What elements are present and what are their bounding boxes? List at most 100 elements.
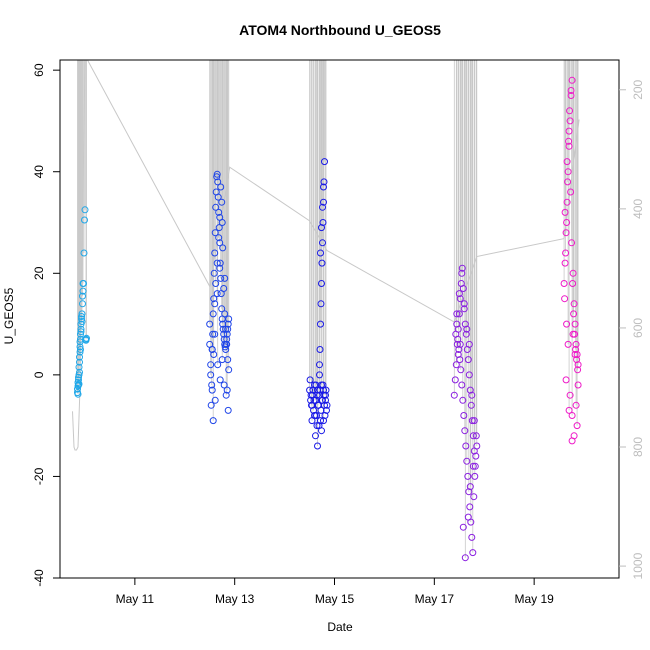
data-point bbox=[563, 320, 571, 328]
data-point bbox=[563, 219, 571, 226]
data-point bbox=[465, 340, 473, 348]
data-point bbox=[459, 285, 467, 292]
data-point bbox=[471, 472, 479, 480]
data-point bbox=[318, 224, 325, 232]
data-point bbox=[320, 417, 327, 425]
y-tick-label: 60 bbox=[32, 63, 46, 77]
data-point bbox=[218, 305, 226, 313]
data-point bbox=[569, 269, 577, 277]
data-point bbox=[574, 366, 582, 374]
data-point bbox=[78, 310, 86, 318]
data-point bbox=[468, 533, 476, 541]
data-point bbox=[470, 493, 478, 501]
data-point bbox=[310, 406, 317, 414]
data-point bbox=[79, 287, 87, 295]
data-point bbox=[466, 503, 474, 511]
data-point bbox=[76, 348, 84, 356]
data-point bbox=[75, 380, 83, 388]
data-point bbox=[214, 193, 222, 201]
data-point bbox=[314, 401, 322, 409]
data-point bbox=[81, 216, 88, 224]
data-point bbox=[212, 203, 220, 211]
data-point bbox=[456, 340, 464, 348]
data-point bbox=[562, 229, 570, 237]
data-point bbox=[568, 437, 576, 445]
data-point bbox=[78, 315, 85, 323]
data-point bbox=[568, 412, 576, 419]
data-point bbox=[74, 390, 82, 398]
series-1 bbox=[74, 206, 90, 398]
data-point bbox=[561, 208, 569, 216]
data-point bbox=[217, 183, 225, 191]
data-point bbox=[462, 442, 470, 450]
data-point bbox=[220, 381, 228, 389]
data-point bbox=[79, 292, 86, 300]
y-tick-label: 0 bbox=[32, 371, 46, 378]
data-point bbox=[216, 239, 224, 247]
data-point bbox=[469, 432, 477, 440]
data-point bbox=[207, 371, 215, 379]
data-point bbox=[77, 325, 85, 333]
data-point bbox=[469, 549, 477, 557]
data-point bbox=[223, 340, 231, 348]
data-point bbox=[568, 239, 576, 247]
data-point bbox=[463, 457, 471, 465]
data-point bbox=[314, 442, 321, 450]
data-point bbox=[320, 183, 327, 191]
data-point bbox=[214, 361, 222, 369]
data-point bbox=[312, 432, 319, 440]
y2-tick-label: 400 bbox=[631, 199, 645, 219]
data-point bbox=[75, 371, 83, 379]
data-point bbox=[219, 244, 227, 252]
data-point bbox=[465, 488, 473, 496]
data-point bbox=[81, 206, 89, 214]
data-point bbox=[221, 310, 229, 318]
data-points-layer bbox=[74, 76, 582, 562]
series-5 bbox=[560, 76, 582, 445]
y2-tick-label: 600 bbox=[631, 318, 645, 338]
data-point bbox=[218, 219, 226, 226]
data-point bbox=[79, 300, 86, 308]
x-axis: May 11 May 13 May 15 May 17 May 19 bbox=[116, 578, 554, 606]
data-point bbox=[451, 376, 459, 384]
data-point bbox=[213, 173, 221, 181]
data-point bbox=[223, 335, 231, 343]
data-point bbox=[561, 295, 569, 303]
data-point bbox=[564, 178, 572, 186]
data-point bbox=[460, 412, 468, 419]
y-tick-label: 20 bbox=[32, 266, 46, 280]
data-point bbox=[212, 280, 220, 287]
data-point bbox=[316, 361, 323, 369]
data-point bbox=[76, 368, 83, 376]
data-point bbox=[224, 325, 232, 333]
data-point bbox=[214, 178, 222, 186]
data-point bbox=[306, 386, 314, 394]
data-point bbox=[323, 401, 331, 409]
data-point bbox=[310, 396, 318, 404]
data-point bbox=[319, 381, 327, 389]
data-point bbox=[207, 361, 215, 369]
data-point bbox=[318, 280, 325, 287]
data-point bbox=[566, 107, 574, 115]
data-point bbox=[218, 356, 226, 364]
x-tick-label: May 13 bbox=[215, 592, 255, 606]
data-point bbox=[572, 346, 580, 353]
x-tick-label: May 15 bbox=[315, 592, 355, 606]
data-point bbox=[468, 391, 476, 399]
right-pressure-axis: 200 400 600 800 1000 bbox=[619, 79, 645, 579]
x-tick-label: May 11 bbox=[116, 592, 155, 606]
data-point bbox=[211, 249, 219, 257]
data-point bbox=[215, 234, 223, 242]
data-point bbox=[467, 401, 475, 409]
data-point bbox=[319, 219, 327, 226]
pressure-line bbox=[72, 60, 580, 451]
data-point bbox=[216, 264, 224, 272]
data-point bbox=[571, 351, 579, 358]
data-point bbox=[565, 137, 573, 145]
data-point bbox=[211, 300, 219, 308]
y2-tick-label: 200 bbox=[631, 79, 645, 99]
y-tick-label: -20 bbox=[32, 467, 46, 485]
data-point bbox=[461, 427, 469, 435]
data-point bbox=[74, 379, 82, 386]
data-point bbox=[306, 376, 314, 384]
